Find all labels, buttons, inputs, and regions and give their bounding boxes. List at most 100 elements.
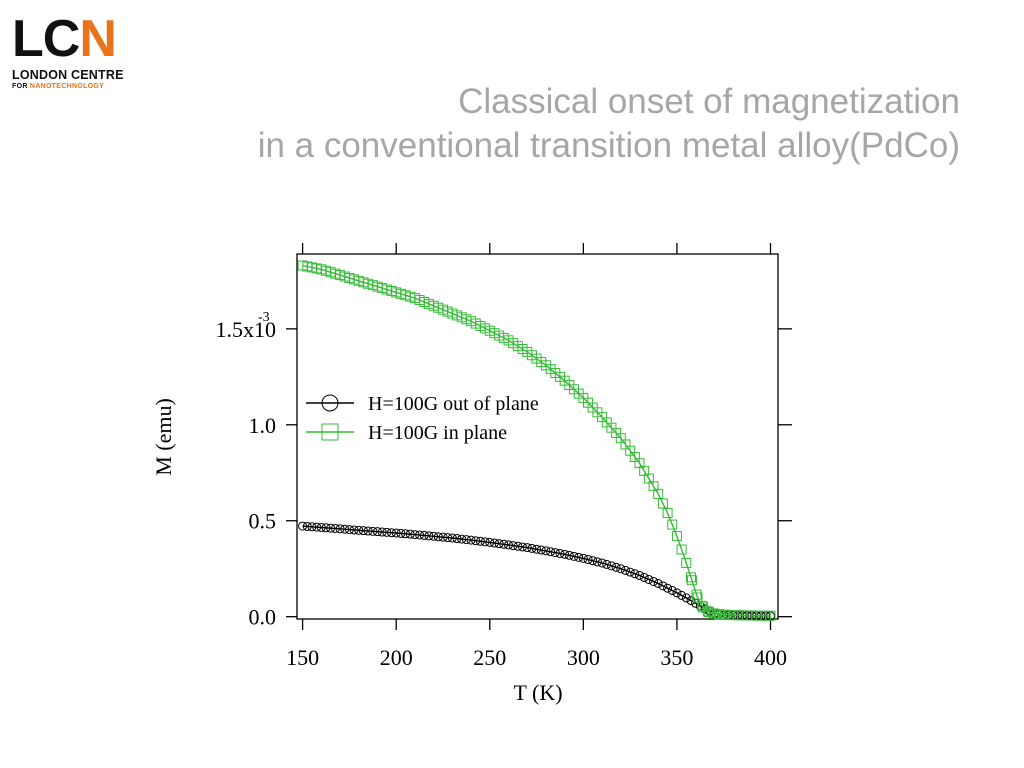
- data-point: [429, 531, 439, 541]
- logo-line2-prefix: FOR: [12, 83, 30, 90]
- data-point: [401, 529, 411, 539]
- data-point: [518, 542, 528, 552]
- data-point: [489, 538, 499, 548]
- y-tick-label: 1.5x10: [216, 317, 277, 342]
- data-point: [302, 521, 312, 531]
- y-exponent-label: -3: [258, 310, 270, 325]
- lcn-logo: LCN LONDON CENTRE FOR NANOTECHNOLOGY: [12, 13, 128, 104]
- data-point: [475, 536, 485, 546]
- data-point: [630, 569, 640, 579]
- data-point: [597, 558, 607, 568]
- logo-line2-accent: NANOTECHNOLOGY: [29, 83, 105, 90]
- data-point: [349, 525, 359, 535]
- data-point: [620, 565, 630, 575]
- data-point: [415, 530, 425, 540]
- data-point: [522, 543, 532, 553]
- data-point: [499, 539, 509, 549]
- slide-title-line2: in a conventional transition metal alloy…: [257, 126, 960, 165]
- data-point: [513, 541, 523, 551]
- data-point: [532, 544, 542, 554]
- data-point: [560, 549, 570, 559]
- slide-title-line1: Classical onset of magnetization: [458, 82, 960, 121]
- data-point: [382, 527, 392, 537]
- data-point: [447, 533, 457, 543]
- data-point: [653, 578, 663, 588]
- x-axis-label: T (K): [513, 680, 562, 705]
- data-point: [681, 593, 691, 603]
- data-point: [536, 545, 546, 555]
- data-point: [433, 532, 443, 542]
- x-tick-label: 250: [473, 645, 506, 670]
- data-point: [555, 548, 565, 558]
- data-point: [438, 532, 448, 542]
- data-point: [321, 423, 339, 441]
- data-point: [677, 590, 687, 600]
- logo-letters-lc: LC: [12, 10, 80, 68]
- data-point: [466, 535, 476, 545]
- data-point: [372, 527, 382, 537]
- data-point: [686, 596, 696, 606]
- data-point: [616, 564, 626, 574]
- x-tick-label: 150: [286, 645, 319, 670]
- data-point: [377, 527, 387, 537]
- y-tick-label: 0.0: [249, 605, 277, 630]
- legend-entry: H=100G in plane: [306, 422, 507, 444]
- data-point: [639, 572, 649, 582]
- data-point: [363, 526, 373, 536]
- data-point: [691, 589, 702, 600]
- data-point: [541, 546, 551, 556]
- data-point: [765, 610, 776, 621]
- data-point: [569, 551, 579, 561]
- data-point: [649, 576, 659, 586]
- data-point: [461, 535, 471, 545]
- data-point: [340, 524, 350, 534]
- series-layer: [297, 260, 776, 621]
- series-line: [302, 264, 771, 617]
- data-point: [681, 557, 692, 568]
- x-tick-label: 350: [660, 645, 693, 670]
- series-out-of-plane: [298, 521, 776, 621]
- data-point: [663, 583, 673, 593]
- data-point: [685, 572, 696, 583]
- y-tick-label: 0.5: [249, 509, 277, 534]
- data-point: [424, 531, 434, 541]
- data-point: [602, 559, 612, 569]
- data-point: [686, 575, 697, 586]
- data-point: [405, 529, 415, 539]
- data-point: [625, 567, 635, 577]
- logo-line2: FOR NANOTECHNOLOGY: [12, 82, 128, 91]
- data-point: [658, 581, 668, 591]
- legend: H=100G out of plane H=100G in plane: [306, 393, 539, 444]
- slide-title: Classical onset of magnetization in a co…: [100, 80, 960, 168]
- y-axis-label: M (emu): [151, 398, 176, 476]
- data-point: [574, 552, 584, 562]
- data-point: [471, 536, 481, 546]
- data-point: [606, 561, 616, 571]
- data-point: [672, 588, 682, 598]
- data-point: [326, 523, 336, 533]
- data-point: [396, 528, 406, 538]
- data-point: [335, 524, 345, 534]
- legend-label: H=100G in plane: [368, 422, 507, 444]
- series-in-plane: [297, 260, 776, 621]
- data-point: [676, 544, 687, 555]
- data-point: [387, 528, 397, 538]
- legend-entry: H=100G out of plane: [306, 393, 539, 415]
- data-point: [653, 488, 664, 499]
- data-point: [443, 533, 453, 543]
- plot-frame: [296, 253, 779, 620]
- data-point: [644, 574, 654, 584]
- data-point: [583, 555, 593, 565]
- data-point: [419, 530, 429, 540]
- data-point: [550, 548, 560, 558]
- data-point: [480, 537, 490, 547]
- data-point: [667, 586, 677, 596]
- data-point: [635, 570, 645, 580]
- data-point: [391, 528, 401, 538]
- logo-line1: LONDON CENTRE: [12, 68, 124, 82]
- data-point: [592, 557, 602, 567]
- logo-letter-n: N: [79, 10, 117, 68]
- logo-mark: LCN: [12, 13, 128, 65]
- data-point: [508, 541, 518, 551]
